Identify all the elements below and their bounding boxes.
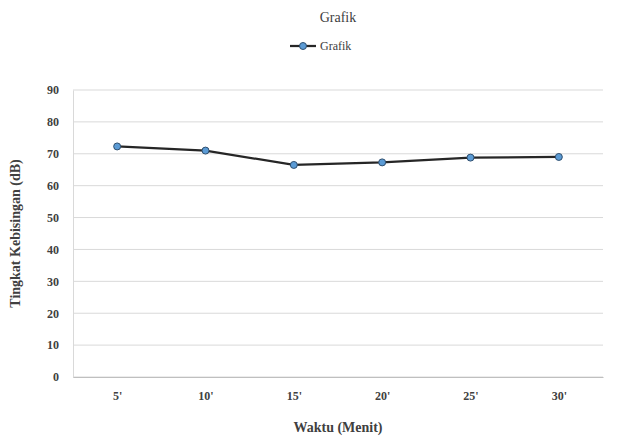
x-axis: 5' 10' 15' 20' 25' 30' — [74, 378, 604, 403]
series-marker — [555, 153, 562, 160]
y-tick: 50 — [47, 211, 73, 225]
x-axis-line — [74, 377, 604, 378]
x-tick-label: 10' — [198, 389, 213, 403]
chart-title: Grafik — [320, 10, 357, 25]
series-marker — [202, 147, 209, 154]
x-tick-label: 15' — [287, 389, 302, 403]
y-tick-label: 60 — [47, 179, 59, 193]
grid-line — [73, 249, 603, 250]
chart-svg: 0 10 20 30 40 50 60 70 80 90 5' 10' 15' 20' 25' 30' Graf… — [0, 0, 626, 440]
background — [0, 0, 626, 440]
series-marker — [467, 154, 474, 161]
x-tick-label: 20' — [375, 389, 390, 403]
grid-line — [73, 345, 603, 346]
y-tick: 10 — [47, 338, 73, 352]
y-tick-label: 40 — [47, 243, 59, 257]
x-tick-label: 30' — [552, 389, 567, 403]
y-tick: 40 — [47, 243, 73, 257]
y-tick-label: 0 — [53, 370, 59, 384]
series-marker — [290, 161, 297, 168]
y-tick: 90 — [47, 83, 73, 97]
x-axis-title: Waktu (Menit) — [293, 420, 382, 436]
legend: Grafik — [290, 39, 351, 53]
y-tick-label: 30 — [47, 275, 59, 289]
grid-line — [73, 153, 603, 154]
y-tick: 70 — [47, 147, 73, 161]
series-marker — [114, 143, 121, 150]
y-tick: 20 — [47, 307, 73, 321]
legend-marker — [300, 43, 307, 50]
y-axis: 0 10 20 30 40 50 60 70 80 90 — [47, 83, 74, 384]
x-tick: 30' — [552, 389, 567, 403]
y-tick-label: 70 — [47, 147, 59, 161]
x-tick-label: 25' — [463, 389, 478, 403]
x-tick: 15' — [287, 389, 302, 403]
grid-line — [73, 185, 603, 186]
grid-line — [73, 121, 603, 122]
x-tick: 5' — [113, 389, 122, 403]
chart-container: 0 10 20 30 40 50 60 70 80 90 5' 10' 15' 20' 25' 30' Graf… — [0, 0, 626, 440]
grid-line — [73, 313, 603, 314]
y-tick-label: 80 — [47, 115, 59, 129]
grid-line — [73, 217, 603, 218]
grid — [73, 90, 603, 377]
x-tick: 25' — [463, 389, 478, 403]
y-tick: 30 — [47, 275, 73, 289]
y-tick-label: 90 — [47, 83, 59, 97]
series-marker — [379, 159, 386, 166]
y-tick-label: 20 — [47, 307, 59, 321]
grid-line — [73, 377, 603, 378]
legend-label: Grafik — [320, 39, 351, 53]
y-axis-line — [73, 91, 74, 378]
x-tick: 20' — [375, 389, 390, 403]
grid-line — [73, 281, 603, 282]
x-tick-label: 5' — [113, 389, 122, 403]
y-tick: 0 — [53, 370, 73, 384]
series-line — [117, 146, 559, 164]
grid-line — [73, 90, 603, 91]
x-tick: 10' — [198, 389, 213, 403]
y-tick: 80 — [47, 115, 73, 129]
y-tick: 60 — [47, 179, 73, 193]
y-tick-label: 50 — [47, 211, 59, 225]
y-axis-title: Tingkat Kebisingan (dB) — [8, 159, 24, 308]
y-tick-label: 10 — [47, 338, 59, 352]
plot-area — [114, 143, 563, 168]
